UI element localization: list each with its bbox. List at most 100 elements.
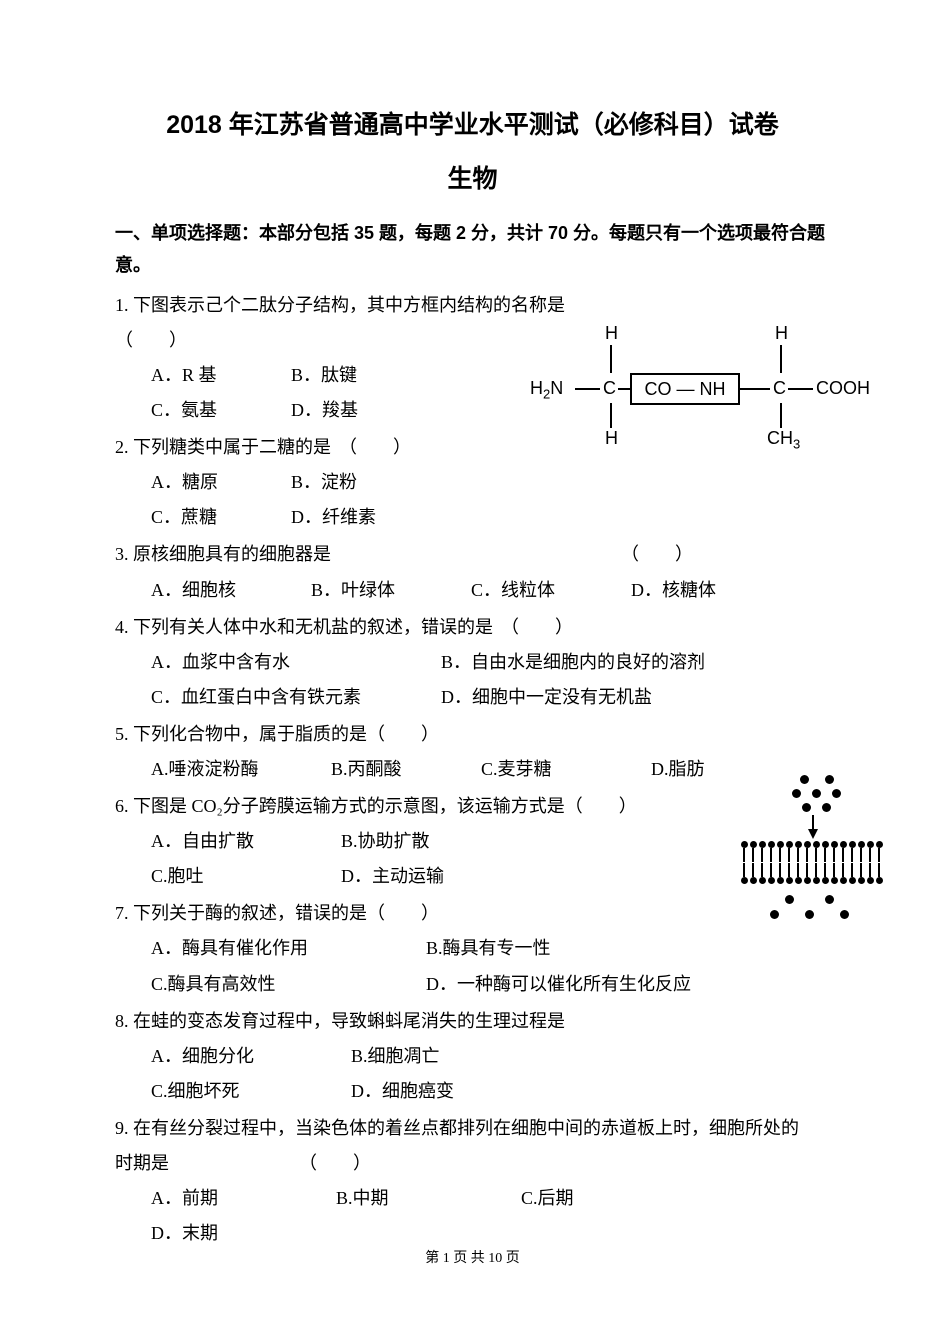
question-stem: 9. 在有丝分裂过程中，当染色体的着丝点都排列在细胞中间的赤道板上时，细胞所处的… <box>115 1111 830 1181</box>
chem-H-label: H <box>775 323 788 344</box>
chem-bond-line <box>618 388 630 390</box>
option-item: C.胞吐 <box>151 859 341 894</box>
question-item: 5. 下列化合物中，属于脂质的是（ ）A.唾液淀粉酶B.丙酮酸C.麦芽糖D.脂肪 <box>115 717 830 787</box>
molecule-dot <box>812 789 821 798</box>
option-item: C.麦芽糖 <box>481 752 651 787</box>
question-stem: 3. 原核细胞具有的细胞器是（ ） <box>115 537 830 572</box>
option-item: B.丙酮酸 <box>331 752 481 787</box>
option-item: A．细胞核 <box>151 573 311 608</box>
chem-bond-line <box>788 388 813 390</box>
question-item: 3. 原核细胞具有的细胞器是（ ）A．细胞核B．叶绿体C．线粒体D．核糖体 <box>115 537 830 607</box>
option-item: C．血红蛋白中含有铁元素 <box>151 680 441 715</box>
question-item: 6. 下图是 CO₂分子跨膜运输方式的示意图，该运输方式是（ ）A．自由扩散B.… <box>115 789 830 894</box>
molecule-dot <box>840 910 849 919</box>
question-options: A．前期B.中期C.后期D．末期 <box>115 1181 830 1251</box>
options-line: C．蔗糖D．纤维素 <box>151 500 830 535</box>
option-item: A.唾液淀粉酶 <box>151 752 331 787</box>
membrane-transport-diagram <box>730 775 890 940</box>
options-line: A．前期B.中期C.后期D．末期 <box>151 1181 830 1251</box>
lipid-lower-row <box>740 863 883 884</box>
doc-subtitle: 生物 <box>115 159 830 195</box>
question-stem: 6. 下图是 CO₂分子跨膜运输方式的示意图，该运输方式是（ ） <box>115 789 830 824</box>
option-item: A．R 基 <box>151 358 291 393</box>
molecule-dot <box>800 775 809 784</box>
options-line: C.细胞坏死D．细胞癌变 <box>151 1074 830 1109</box>
options-line: A．血浆中含有水B．自由水是细胞内的良好的溶剂 <box>151 645 830 680</box>
question-item: 4. 下列有关人体中水和无机盐的叙述，错误的是（ ）A．血浆中含有水B．自由水是… <box>115 610 830 715</box>
option-item: B.协助扩散 <box>341 824 531 859</box>
chem-box-text: CO — NH <box>645 379 726 400</box>
option-item: B.中期 <box>336 1181 521 1216</box>
options-line: A.唾液淀粉酶B.丙酮酸C.麦芽糖D.脂肪 <box>151 752 830 787</box>
options-line: A．酶具有催化作用B.酶具有专一性 <box>151 931 830 966</box>
page-footer: 第 1 页 共 10 页 <box>0 1247 945 1267</box>
chem-bond-line <box>610 403 612 428</box>
options-line: A．自由扩散B.协助扩散 <box>151 824 830 859</box>
option-item: D．核糖体 <box>631 573 791 608</box>
option-item: A．糖原 <box>151 465 291 500</box>
option-item: D．细胞中一定没有无机盐 <box>441 680 761 715</box>
option-item: C．蔗糖 <box>151 500 291 535</box>
option-item: C.酶具有高效性 <box>151 967 426 1002</box>
chem-bond-line <box>610 345 612 373</box>
chem-H2N-label: H2N <box>530 378 563 402</box>
options-line: A．细胞核B．叶绿体C．线粒体D．核糖体 <box>151 573 830 608</box>
question-item: 8. 在蛙的变态发育过程中，导致蝌蚪尾消失的生理过程是A．细胞分化B.细胞凋亡C… <box>115 1004 830 1109</box>
molecule-dot <box>805 910 814 919</box>
lipid-upper-row <box>740 841 883 862</box>
question-item: 7. 下列关于酶的叙述，错误的是（ ）A．酶具有催化作用B.酶具有专一性C.酶具… <box>115 896 830 1001</box>
option-item: C.后期 <box>521 1181 721 1216</box>
chem-CH3-label: CH3 <box>767 428 800 452</box>
molecule-dot <box>825 775 834 784</box>
question-options: A.唾液淀粉酶B.丙酮酸C.麦芽糖D.脂肪 <box>115 752 830 787</box>
options-line: A．糖原B．淀粉 <box>151 465 830 500</box>
options-line: A．细胞分化B.细胞凋亡 <box>151 1039 830 1074</box>
option-item: C．线粒体 <box>471 573 631 608</box>
molecule-dot <box>802 803 811 812</box>
options-line: C.酶具有高效性D．一种酶可以催化所有生化反应 <box>151 967 830 1002</box>
option-item: D．主动运输 <box>341 859 531 894</box>
question-stem: 7. 下列关于酶的叙述，错误的是（ ） <box>115 896 830 931</box>
option-item: D．一种酶可以催化所有生化反应 <box>426 967 746 1002</box>
option-item: D．纤维素 <box>291 500 431 535</box>
option-item: B.酶具有专一性 <box>426 931 701 966</box>
molecule-dot <box>770 910 779 919</box>
option-item: B．淀粉 <box>291 465 431 500</box>
question-options: A．酶具有催化作用B.酶具有专一性C.酶具有高效性D．一种酶可以催化所有生化反应 <box>115 931 830 1001</box>
option-item: D．细胞癌变 <box>351 1074 551 1109</box>
molecule-dot <box>832 789 841 798</box>
question-options: A．自由扩散B.协助扩散C.胞吐D．主动运输 <box>115 824 830 894</box>
chem-bond-line <box>740 388 770 390</box>
question-stem: 8. 在蛙的变态发育过程中，导致蝌蚪尾消失的生理过程是 <box>115 1004 830 1039</box>
options-line: C．血红蛋白中含有铁元素D．细胞中一定没有无机盐 <box>151 680 830 715</box>
option-item: C.细胞坏死 <box>151 1074 351 1109</box>
question-options: A．细胞分化B.细胞凋亡C.细胞坏死D．细胞癌变 <box>115 1039 830 1109</box>
molecule-dot <box>792 789 801 798</box>
option-item: A．酶具有催化作用 <box>151 931 426 966</box>
options-line: C.胞吐D．主动运输 <box>151 859 830 894</box>
question-options: A．糖原B．淀粉C．蔗糖D．纤维素 <box>115 465 830 535</box>
doc-title: 2018 年江苏省普通高中学业水平测试（必修科目）试卷 <box>115 105 830 141</box>
arrow-head-icon <box>808 829 818 839</box>
question-options: A．血浆中含有水B．自由水是细胞内的良好的溶剂C．血红蛋白中含有铁元素D．细胞中… <box>115 645 830 715</box>
chem-H-label: H <box>605 323 618 344</box>
molecule-dot <box>785 895 794 904</box>
chem-bond-line <box>780 403 782 428</box>
dipeptide-diagram: H H H2N C CO — NH C COOH H CH3 <box>530 323 890 453</box>
chem-C-label: C <box>603 378 616 399</box>
option-item: B.细胞凋亡 <box>351 1039 551 1074</box>
option-item: B．自由水是细胞内的良好的溶剂 <box>441 645 761 680</box>
option-item: A．前期 <box>151 1181 336 1216</box>
option-item: C．氨基 <box>151 393 291 428</box>
question-item: 9. 在有丝分裂过程中，当染色体的着丝点都排列在细胞中间的赤道板上时，细胞所处的… <box>115 1111 830 1251</box>
chem-COOH-label: COOH <box>816 378 870 399</box>
option-item: A．细胞分化 <box>151 1039 351 1074</box>
option-item: A．血浆中含有水 <box>151 645 441 680</box>
question-stem: 5. 下列化合物中，属于脂质的是（ ） <box>115 717 830 752</box>
section-heading: 一、单项选择题：本部分包括 35 题，每题 2 分，共计 70 分。每题只有一个… <box>115 217 830 282</box>
molecule-dot <box>825 895 834 904</box>
option-item: B．肽键 <box>291 358 431 393</box>
question-stem: 4. 下列有关人体中水和无机盐的叙述，错误的是（ ） <box>115 610 830 645</box>
option-item: B．叶绿体 <box>311 573 471 608</box>
question-options: A．细胞核B．叶绿体C．线粒体D．核糖体 <box>115 573 830 608</box>
